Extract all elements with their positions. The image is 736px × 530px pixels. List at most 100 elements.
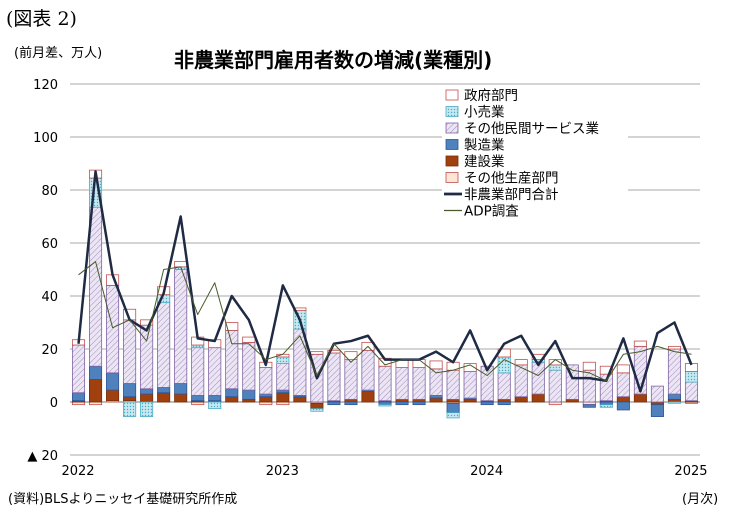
bar-segment <box>157 302 171 388</box>
legend-label: その他生産部門 <box>464 171 559 187</box>
legend-swatch <box>445 155 459 167</box>
legend-background <box>442 86 628 224</box>
bar-segment <box>174 269 188 384</box>
bar-segment <box>684 371 699 383</box>
x-tick-label: 2025 <box>674 464 707 479</box>
y-tick-label: 60 <box>41 237 58 252</box>
bar-segment <box>123 396 137 402</box>
bar-segment <box>361 349 375 391</box>
y-tick-label: 40 <box>41 290 58 305</box>
bar-segment <box>633 345 647 395</box>
bar-segment <box>412 367 426 400</box>
y-tick-label: 100 <box>33 131 58 146</box>
bar-segment <box>89 365 103 380</box>
bar-segment <box>463 363 477 372</box>
bar-segment <box>140 401 154 417</box>
bar-segment <box>191 347 205 396</box>
bar-segment <box>157 392 171 403</box>
legend-label: 政府部門 <box>464 88 518 104</box>
bar-segment <box>480 365 494 402</box>
y-unit-label: (前月差、万人) <box>14 46 103 61</box>
legend-swatch <box>445 106 459 117</box>
bar-segment <box>344 401 358 406</box>
bar-segment <box>446 369 460 400</box>
bar-segment <box>140 393 154 403</box>
bar-segment <box>480 401 494 406</box>
bar-segment <box>310 402 324 410</box>
x-tick-label: 2024 <box>470 464 503 479</box>
legend-label: 非農業部門合計 <box>464 187 559 203</box>
bar-segment <box>208 401 222 410</box>
bar-segment <box>89 379 103 403</box>
bar-segment <box>497 401 511 406</box>
bar-segment <box>225 322 239 331</box>
bar-segment <box>497 372 511 400</box>
bar-segment <box>667 348 681 395</box>
bar-segment <box>259 367 273 395</box>
bar-segment <box>106 284 120 374</box>
bar-segment <box>259 396 273 403</box>
bar-segment <box>650 385 664 403</box>
legend-label: 製造業 <box>464 138 505 154</box>
legend-swatch <box>445 122 459 134</box>
bar-segment <box>191 394 205 402</box>
bar-segment <box>140 324 154 390</box>
legend-swatch <box>445 89 459 101</box>
bar-segment <box>106 372 120 391</box>
bar-segment <box>361 390 375 403</box>
bar-segment <box>174 261 188 268</box>
bar-segment <box>123 383 137 398</box>
x-axis: 2022 2023 2024 2025 <box>61 464 707 479</box>
bar-segment <box>446 402 460 414</box>
bar-segment <box>71 344 86 394</box>
y-tick-label: 120 <box>33 78 58 93</box>
bar-segment <box>616 364 630 374</box>
bar-segment <box>616 372 630 398</box>
bar-segment <box>463 371 477 399</box>
bar-segment <box>531 393 545 403</box>
bar-segment <box>208 394 222 402</box>
bar-segment <box>71 392 86 402</box>
y-tick-label: ▲ 20 <box>27 449 58 464</box>
source-note: (資料)BLSよりニッセイ基礎研究所作成 <box>8 492 238 507</box>
figure-label: (図表 2) <box>6 8 77 30</box>
bar-segment <box>395 367 409 400</box>
bar-segment <box>293 396 307 403</box>
bar-segment <box>616 401 630 411</box>
bar-segment <box>123 401 137 417</box>
bar-segment <box>276 363 290 391</box>
x-tick-label: 2022 <box>61 464 94 479</box>
y-tick-label: 0 <box>50 396 58 411</box>
bar-segment <box>599 365 613 375</box>
y-tick-label: 80 <box>41 184 58 199</box>
bar-segment <box>174 383 188 395</box>
bar-segment <box>429 360 443 370</box>
y-axis: ▲ 20 0 20 40 60 80 100 120 <box>27 78 58 464</box>
bar-segment <box>327 352 341 402</box>
bar-segment <box>344 359 358 400</box>
bar-segment <box>242 341 256 391</box>
bar-segment <box>310 351 324 355</box>
bar-segment <box>514 359 528 366</box>
bar-segment <box>429 397 443 403</box>
bar-segment <box>412 401 426 406</box>
bar-segment <box>225 330 239 390</box>
bar-segment <box>157 387 171 394</box>
bar-segment <box>667 393 681 400</box>
bar-segment <box>395 401 409 406</box>
legend-label: その他民間サービス業 <box>464 121 599 137</box>
legend-label: 建設業 <box>464 154 505 170</box>
bar-segment <box>123 319 137 384</box>
bar-segment <box>514 396 528 403</box>
legend-swatch <box>445 139 459 150</box>
bar-segment <box>276 356 290 364</box>
bar-segment <box>667 401 681 404</box>
bar-segment <box>89 206 103 367</box>
legend-swatch <box>445 172 459 183</box>
legend-label: ADP調査 <box>464 204 519 220</box>
bar-segment <box>174 393 188 403</box>
bar-segment <box>140 388 154 395</box>
bar-segment <box>446 412 460 419</box>
bar-segment <box>327 349 341 354</box>
